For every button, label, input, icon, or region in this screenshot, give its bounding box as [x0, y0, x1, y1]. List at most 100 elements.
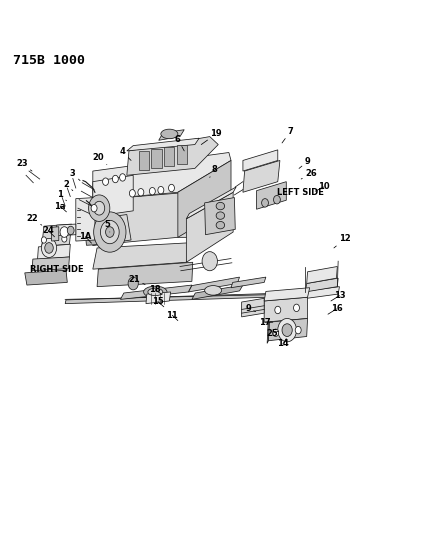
- Polygon shape: [307, 287, 339, 298]
- Text: 26: 26: [301, 168, 317, 179]
- Text: 1A: 1A: [80, 232, 92, 243]
- Circle shape: [89, 195, 110, 221]
- Polygon shape: [86, 235, 104, 245]
- Text: RIGHT SIDE: RIGHT SIDE: [30, 265, 84, 273]
- Text: 9: 9: [299, 157, 310, 168]
- Text: 7: 7: [282, 127, 294, 143]
- Circle shape: [119, 174, 125, 181]
- Circle shape: [42, 237, 47, 243]
- Polygon shape: [93, 192, 188, 245]
- Polygon shape: [42, 224, 71, 246]
- Circle shape: [128, 277, 138, 290]
- Circle shape: [106, 227, 114, 237]
- Polygon shape: [76, 198, 95, 241]
- Polygon shape: [32, 257, 69, 271]
- Circle shape: [103, 178, 109, 185]
- Polygon shape: [152, 149, 162, 168]
- Polygon shape: [56, 224, 76, 236]
- Polygon shape: [93, 175, 133, 216]
- Ellipse shape: [216, 212, 225, 219]
- Ellipse shape: [148, 288, 163, 296]
- Polygon shape: [243, 150, 278, 171]
- Circle shape: [94, 212, 126, 252]
- Text: 23: 23: [16, 159, 32, 171]
- Text: 17: 17: [259, 318, 273, 327]
- Polygon shape: [89, 215, 131, 245]
- Circle shape: [60, 227, 68, 237]
- Circle shape: [45, 243, 53, 253]
- Polygon shape: [65, 292, 319, 304]
- Circle shape: [138, 189, 144, 196]
- Circle shape: [94, 201, 105, 215]
- Circle shape: [294, 304, 300, 312]
- Text: 8: 8: [210, 165, 217, 177]
- Circle shape: [129, 190, 135, 197]
- Text: 1: 1: [57, 190, 66, 201]
- Polygon shape: [93, 243, 192, 269]
- Text: 13: 13: [331, 291, 345, 301]
- Polygon shape: [188, 277, 240, 292]
- Circle shape: [67, 226, 74, 235]
- Text: 22: 22: [26, 214, 42, 225]
- Text: 19: 19: [201, 130, 222, 144]
- Polygon shape: [164, 147, 175, 166]
- Circle shape: [91, 205, 97, 212]
- Ellipse shape: [205, 286, 222, 295]
- Polygon shape: [268, 318, 308, 341]
- Circle shape: [158, 187, 164, 194]
- Text: 715B 1000: 715B 1000: [13, 54, 85, 67]
- Text: 21: 21: [128, 274, 145, 285]
- Polygon shape: [93, 152, 231, 200]
- Polygon shape: [264, 288, 310, 301]
- Polygon shape: [139, 151, 149, 170]
- Circle shape: [42, 238, 56, 257]
- Polygon shape: [267, 322, 269, 343]
- Circle shape: [275, 306, 281, 314]
- Polygon shape: [186, 192, 233, 262]
- Circle shape: [202, 252, 217, 271]
- Text: 25: 25: [267, 329, 279, 338]
- Circle shape: [149, 188, 155, 195]
- Circle shape: [273, 329, 279, 336]
- Polygon shape: [127, 136, 218, 175]
- Circle shape: [273, 196, 280, 204]
- Text: 10: 10: [315, 182, 330, 191]
- Circle shape: [278, 318, 297, 342]
- Circle shape: [295, 326, 301, 334]
- Polygon shape: [192, 285, 243, 300]
- Circle shape: [113, 175, 118, 183]
- Polygon shape: [186, 187, 236, 219]
- Polygon shape: [51, 227, 59, 241]
- Text: 18: 18: [149, 285, 162, 295]
- Polygon shape: [178, 160, 231, 237]
- Polygon shape: [264, 297, 308, 322]
- Circle shape: [169, 184, 175, 192]
- Text: 9: 9: [245, 304, 256, 313]
- Polygon shape: [242, 298, 264, 317]
- Ellipse shape: [144, 286, 167, 298]
- Polygon shape: [205, 198, 235, 235]
- Ellipse shape: [216, 203, 225, 210]
- Polygon shape: [120, 285, 192, 300]
- Text: LEFT SIDE: LEFT SIDE: [277, 188, 324, 197]
- Circle shape: [262, 199, 268, 207]
- Polygon shape: [97, 262, 193, 287]
- Polygon shape: [146, 292, 171, 304]
- Text: 11: 11: [166, 311, 178, 320]
- Polygon shape: [127, 138, 199, 151]
- Text: 20: 20: [92, 153, 107, 165]
- Text: 14: 14: [277, 338, 289, 349]
- Polygon shape: [177, 144, 187, 164]
- Text: 6: 6: [175, 135, 184, 151]
- Text: 16: 16: [328, 304, 342, 314]
- Circle shape: [62, 236, 67, 242]
- Polygon shape: [306, 278, 338, 292]
- Circle shape: [282, 324, 292, 336]
- Text: 15: 15: [152, 297, 164, 307]
- Text: 5: 5: [104, 220, 110, 232]
- Text: 1a: 1a: [54, 201, 66, 212]
- Polygon shape: [159, 130, 184, 140]
- Ellipse shape: [216, 221, 225, 229]
- Polygon shape: [243, 160, 280, 192]
- Text: 12: 12: [334, 235, 351, 248]
